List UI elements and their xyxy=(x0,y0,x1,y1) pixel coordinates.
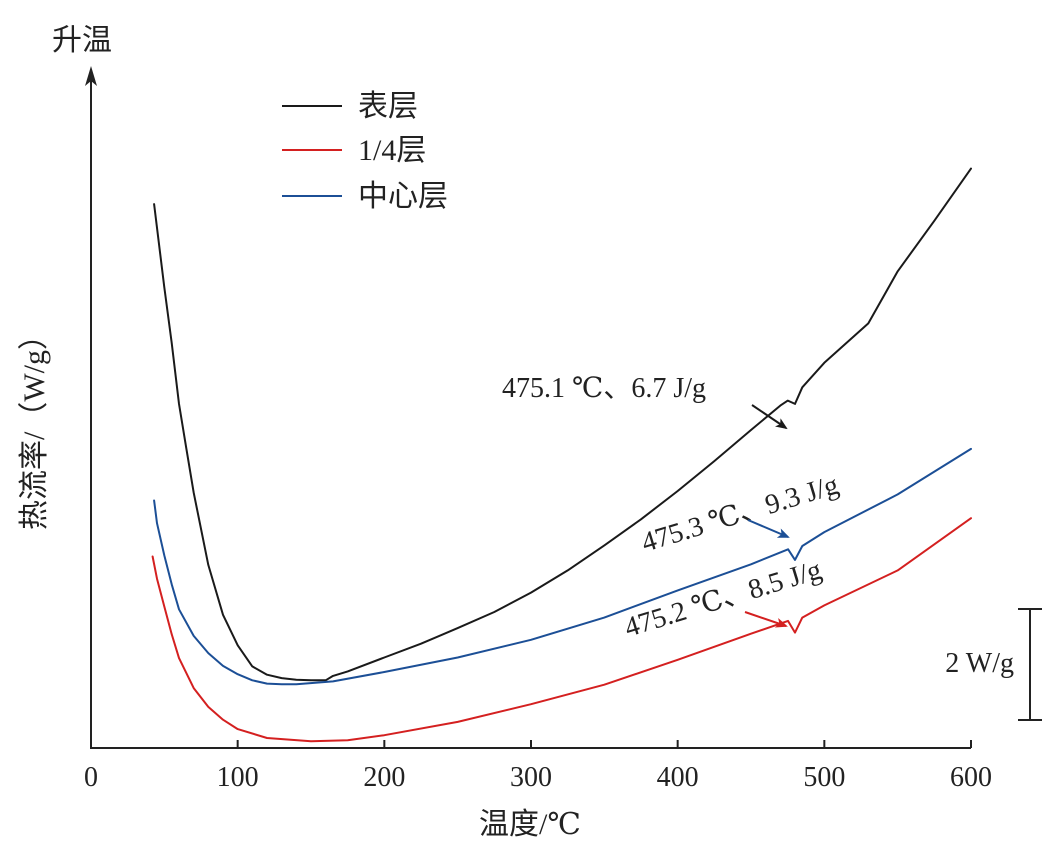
y-axis-arrow-icon xyxy=(85,66,97,86)
x-axis-title: 温度/℃ xyxy=(479,808,581,841)
x-tick-label-600: 600 xyxy=(950,762,992,793)
series-line-surface xyxy=(153,167,972,682)
series-line-quarter xyxy=(151,517,972,743)
scale-bar-label: 2 W/g xyxy=(945,648,1014,679)
legend-label-center: 中心层 xyxy=(358,180,448,213)
annotation-center-peak: 475.3 ℃、9.3 J/g xyxy=(638,469,842,558)
annotation-surface-peak: 475.1 ℃、6.7 J/g xyxy=(502,373,706,404)
annotation-layer: 475.1 ℃、6.7 J/g 475.3 ℃、9.3 J/g 475.2 ℃、… xyxy=(502,373,842,644)
x-tick-label-0: 0 xyxy=(84,762,98,793)
legend: 表层 1/4层 中心层 xyxy=(282,90,448,213)
annotation-arrow-quarter xyxy=(744,611,788,628)
x-tick-label-300: 300 xyxy=(510,762,552,793)
y-axis-title: 热流率/（W/g） xyxy=(18,320,51,530)
x-tick-label-200: 200 xyxy=(363,762,405,793)
scale-bar: 2 W/g xyxy=(945,608,1042,721)
x-tick-label-400: 400 xyxy=(657,762,699,793)
legend-label-surface: 表层 xyxy=(358,90,418,123)
y-direction-label: 升温 xyxy=(52,24,112,57)
series-line-center xyxy=(153,447,972,686)
x-tick-label-100: 100 xyxy=(217,762,259,793)
series-layer xyxy=(151,167,972,743)
legend-label-quarter: 1/4层 xyxy=(358,134,426,167)
x-ticks: 0 100 200 300 400 500 600 xyxy=(84,740,992,793)
annotation-arrow-surface xyxy=(751,404,788,430)
x-tick-label-500: 500 xyxy=(803,762,845,793)
axes: 0 100 200 300 400 500 600 xyxy=(84,66,992,793)
annotation-arrow-center xyxy=(747,519,790,538)
